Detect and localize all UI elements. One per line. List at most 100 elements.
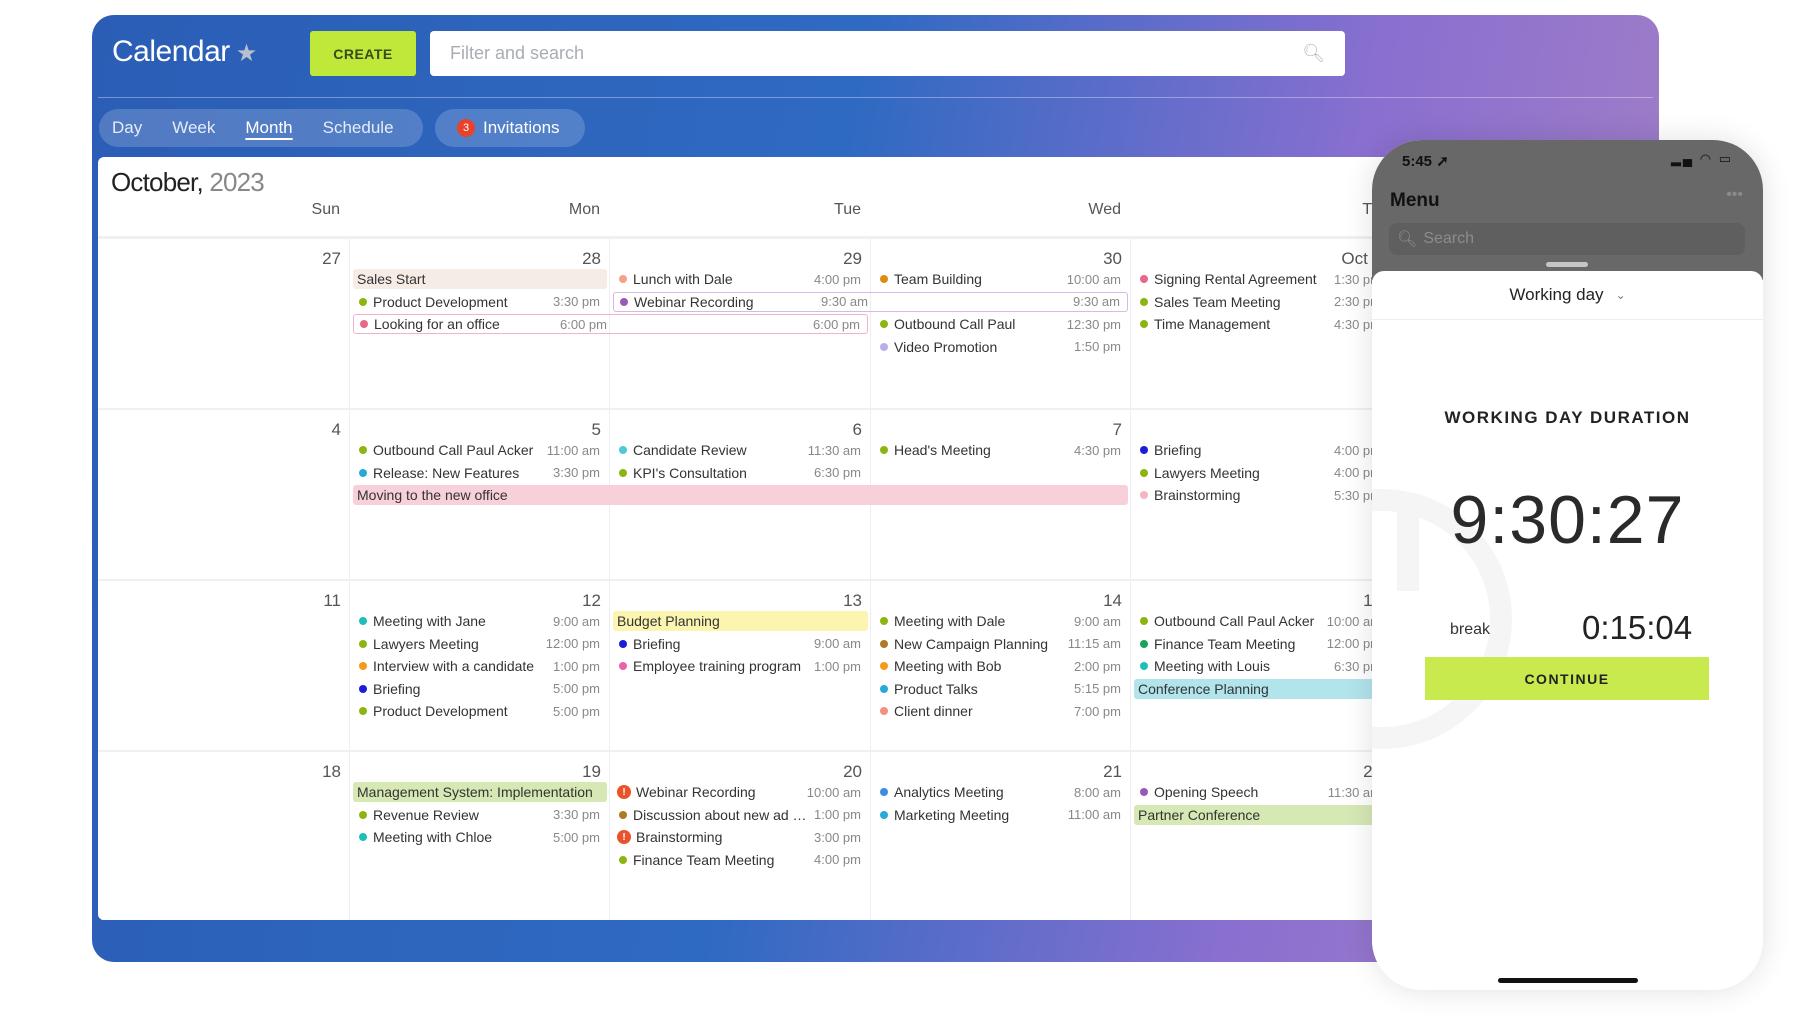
event-name: Outbound Call Paul Acker: [1154, 613, 1315, 629]
calendar-event[interactable]: Outbound Call Paul 12:30 pm: [874, 314, 1128, 334]
calendar-event[interactable]: Release: New Features 3:30 pm: [353, 463, 607, 483]
calendar-event[interactable]: Interview with a candidate 1:00 pm: [353, 656, 607, 676]
invitations-button[interactable]: 3 Invitations: [435, 109, 585, 147]
tab-day[interactable]: Day: [112, 118, 143, 137]
search-input[interactable]: Filter and search 🔍︎: [430, 31, 1345, 76]
star-icon[interactable]: ★: [235, 40, 258, 67]
calendar-event[interactable]: Budget Planning: [613, 611, 868, 631]
calendar-event[interactable]: Briefing 5:00 pm: [353, 679, 607, 699]
calendar-event[interactable]: Head's Meeting 4:30 pm: [874, 440, 1128, 460]
calendar-event[interactable]: Discussion about new ad campaign 1:00 pm: [613, 805, 868, 825]
calendar-event[interactable]: Brainstorming 5:30 pm: [1134, 485, 1388, 505]
calendar-event[interactable]: Opening Speech 11:30 am: [1134, 782, 1388, 802]
day-header: Mon: [568, 201, 600, 218]
day-cell[interactable]: 20: [610, 752, 871, 920]
create-button[interactable]: CREATE: [310, 31, 416, 76]
event-color-dot: [880, 320, 888, 328]
tab-month[interactable]: Month: [245, 118, 293, 137]
calendar-event[interactable]: New Campaign Planning 11:15 am: [874, 634, 1128, 654]
phone-search-input[interactable]: 🔍︎ Search: [1389, 223, 1745, 255]
working-day-selector[interactable]: Working day ⌄: [1372, 271, 1763, 320]
calendar-event[interactable]: KPI's Consultation 6:30 pm: [613, 463, 868, 483]
day-cell[interactable]: 21: [871, 752, 1131, 920]
calendar-event[interactable]: Finance Team Meeting 4:00 pm: [613, 850, 868, 870]
day-cell[interactable]: 12: [350, 581, 610, 750]
day-cell[interactable]: 29: [610, 239, 871, 408]
calendar-event[interactable]: ! Brainstorming 3:00 pm: [613, 827, 868, 847]
working-day-sheet: Working day ⌄ WORKING DAY DURATION 9:30:2…: [1372, 271, 1763, 990]
calendar-event[interactable]: Revenue Review 3:30 pm: [353, 805, 607, 825]
event-name: Lawyers Meeting: [373, 635, 479, 652]
calendar-event[interactable]: Client dinner 7:00 pm: [874, 701, 1128, 721]
calendar-event[interactable]: Product Development 3:30 pm: [353, 292, 607, 312]
calendar-event[interactable]: Meeting with Jane 9:00 am: [353, 611, 607, 631]
calendar-event[interactable]: Lunch with Dale 4:00 pm: [613, 269, 868, 289]
calendar-event[interactable]: Marketing Meeting 11:00 am: [874, 805, 1128, 825]
calendar-event[interactable]: Briefing 9:00 am: [613, 634, 868, 654]
event-time: 10:00 am: [1066, 271, 1121, 287]
calendar-event[interactable]: ! Webinar Recording 10:00 am: [613, 782, 868, 802]
event-color-dot: [880, 788, 888, 796]
calendar-event[interactable]: Looking for an office 6:00 pm 6:00 pm: [353, 314, 868, 334]
day-cell[interactable]: 11: [98, 581, 350, 750]
calendar-event[interactable]: Video Promotion 1:50 pm: [874, 337, 1128, 357]
event-time: 4:30 pm: [1074, 442, 1121, 458]
day-cell[interactable]: 18: [98, 752, 350, 920]
calendar-event[interactable]: Meeting with Louis 6:30 pm: [1134, 656, 1388, 676]
home-indicator: [1498, 978, 1638, 983]
event-color-dot: [619, 275, 627, 283]
calendar-event[interactable]: Candidate Review 11:30 am: [613, 440, 868, 460]
calendar-event[interactable]: Analytics Meeting 8:00 am: [874, 782, 1128, 802]
calendar-event[interactable]: Finance Team Meeting 12:00 pm: [1134, 634, 1388, 654]
event-name: Management System: Implementation: [357, 784, 593, 800]
calendar-event[interactable]: Sales Start: [353, 269, 607, 289]
day-cell[interactable]: 28: [350, 239, 610, 408]
event-time: 5:00 pm: [553, 829, 600, 845]
calendar-event[interactable]: Moving to the new office: [353, 485, 1128, 505]
event-color-dot: [880, 275, 888, 283]
calendar-event[interactable]: Lawyers Meeting 4:00 pm: [1134, 463, 1388, 483]
event-color-dot: [880, 707, 888, 715]
day-cell[interactable]: 7: [871, 410, 1131, 579]
alert-icon: !: [617, 785, 631, 799]
event-name: Signing Rental Agreement: [1154, 271, 1317, 287]
day-cell[interactable]: 27: [98, 239, 350, 408]
calendar-event[interactable]: Product Development 5:00 pm: [353, 701, 607, 721]
calendar-event[interactable]: Product Talks 5:15 pm: [874, 679, 1128, 699]
calendar-event[interactable]: Time Management 4:30 pm: [1134, 314, 1388, 334]
day-cell[interactable]: 22: [1131, 752, 1391, 920]
tab-schedule[interactable]: Schedule: [322, 118, 394, 137]
event-color-dot: [619, 639, 627, 648]
calendar-event[interactable]: Meeting with Dale 9:00 am: [874, 611, 1128, 631]
calendar-event[interactable]: Sales Team Meeting 2:30 pm: [1134, 292, 1388, 312]
calendar-event[interactable]: Outbound Call Paul Acker 11:00 am: [353, 440, 607, 460]
calendar-event[interactable]: Employee training program 1:00 pm: [613, 656, 868, 676]
sheet-drag-handle[interactable]: [1546, 262, 1588, 267]
calendar-event[interactable]: Meeting with Bob 2:00 pm: [874, 656, 1128, 676]
day-cell[interactable]: 13: [610, 581, 871, 750]
search-icon[interactable]: 🔍︎: [1302, 43, 1325, 63]
calendar-event[interactable]: Conference Planning: [1134, 678, 1388, 699]
calendar-event[interactable]: Partner Conference: [1134, 804, 1388, 825]
day-cell[interactable]: 30: [871, 239, 1131, 408]
day-cell[interactable]: 19: [350, 752, 610, 920]
menu-title: Menu: [1390, 190, 1440, 211]
calendar-event[interactable]: Outbound Call Paul Acker 10:00 am: [1134, 611, 1388, 631]
event-name: Outbound Call Paul: [894, 316, 1016, 332]
more-icon[interactable]: •••: [1726, 186, 1743, 203]
calendar-event[interactable]: Briefing 4:00 pm: [1134, 440, 1388, 460]
event-color-dot: [880, 446, 888, 454]
event-time: 11:00 am: [546, 442, 600, 458]
phone-header: 5:45 ➚ ▂▄ ◠ ▭ Menu ••• 🔍︎ Search: [1372, 140, 1763, 280]
calendar-event[interactable]: Lawyers Meeting 12:00 pm: [353, 634, 607, 654]
day-cell[interactable]: 14: [871, 581, 1131, 750]
calendar-event[interactable]: Team Building 10:00 am: [874, 269, 1128, 289]
calendar-event[interactable]: Meeting with Chloe 5:00 pm: [353, 827, 607, 847]
continue-button[interactable]: CONTINUE: [1425, 657, 1709, 700]
tab-week[interactable]: Week: [172, 118, 216, 137]
calendar-event[interactable]: Management System: Implementation: [353, 782, 607, 802]
calendar-event[interactable]: Signing Rental Agreement 1:30 pm: [1134, 269, 1388, 289]
duration-timer: 9:30:27: [1450, 482, 1685, 558]
calendar-event[interactable]: Webinar Recording 9:30 am 9:30 am: [613, 291, 1128, 312]
day-cell[interactable]: 4: [98, 410, 350, 579]
